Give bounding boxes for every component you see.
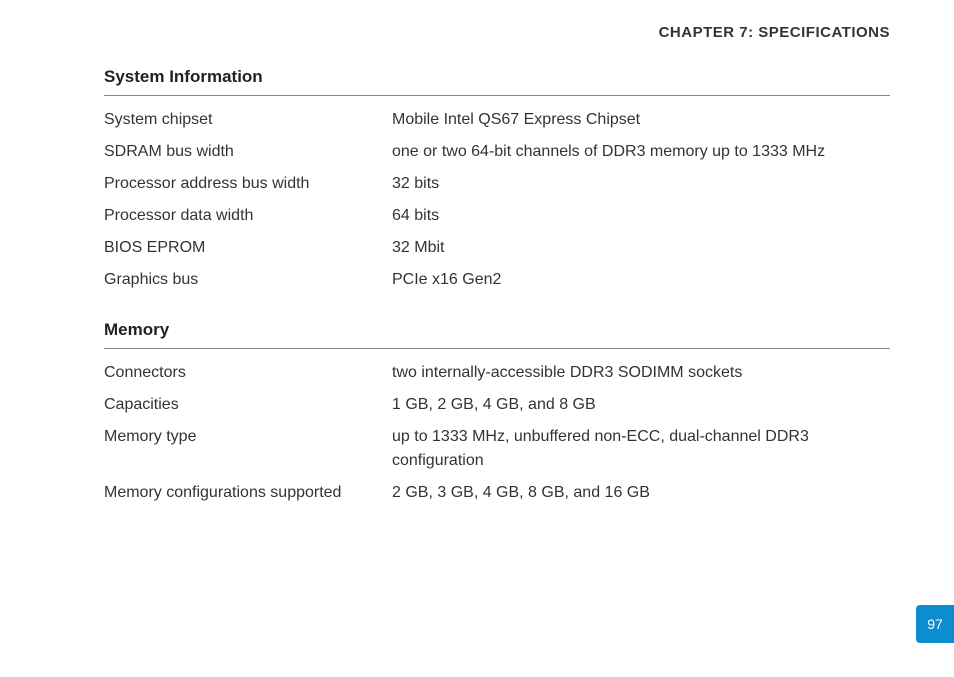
spec-table: Connectors two internally-accessible DDR… — [104, 357, 890, 509]
spec-table: System chipset Mobile Intel QS67 Express… — [104, 104, 890, 296]
section-memory: Memory Connectors two internally-accessi… — [104, 320, 890, 509]
spec-label: Connectors — [104, 361, 392, 385]
spec-row: Memory configurations supported 2 GB, 3 … — [104, 477, 890, 509]
spec-row: Graphics bus PCIe x16 Gen2 — [104, 264, 890, 296]
spec-label: Graphics bus — [104, 268, 392, 292]
spec-label: SDRAM bus width — [104, 140, 392, 164]
spec-row: Capacities 1 GB, 2 GB, 4 GB, and 8 GB — [104, 389, 890, 421]
spec-value: one or two 64-bit channels of DDR3 memor… — [392, 140, 890, 164]
spec-value: 64 bits — [392, 204, 890, 228]
section-system-information: System Information System chipset Mobile… — [104, 67, 890, 296]
section-title: Memory — [104, 320, 890, 349]
spec-value: 2 GB, 3 GB, 4 GB, 8 GB, and 16 GB — [392, 481, 890, 505]
spec-value: PCIe x16 Gen2 — [392, 268, 890, 292]
spec-value: 32 Mbit — [392, 236, 890, 260]
spec-label: BIOS EPROM — [104, 236, 392, 260]
spec-row: System chipset Mobile Intel QS67 Express… — [104, 104, 890, 136]
spec-label: System chipset — [104, 108, 392, 132]
spec-row: Processor address bus width 32 bits — [104, 168, 890, 200]
section-title: System Information — [104, 67, 890, 96]
spec-label: Memory type — [104, 425, 392, 449]
spec-value: 1 GB, 2 GB, 4 GB, and 8 GB — [392, 393, 890, 417]
spec-label: Memory configurations supported — [104, 481, 392, 505]
spec-value: two internally-accessible DDR3 SODIMM so… — [392, 361, 890, 385]
spec-row: Processor data width 64 bits — [104, 200, 890, 232]
chapter-header: CHAPTER 7: SPECIFICATIONS — [104, 24, 890, 41]
spec-value: up to 1333 MHz, unbuffered non-ECC, dual… — [392, 425, 890, 473]
spec-value: 32 bits — [392, 172, 890, 196]
spec-value: Mobile Intel QS67 Express Chipset — [392, 108, 890, 132]
page-number-tab: 97 — [916, 605, 954, 643]
page-container: CHAPTER 7: SPECIFICATIONS System Informa… — [0, 0, 954, 509]
spec-row: Connectors two internally-accessible DDR… — [104, 357, 890, 389]
spec-row: Memory type up to 1333 MHz, unbuffered n… — [104, 421, 890, 477]
spec-row: BIOS EPROM 32 Mbit — [104, 232, 890, 264]
spec-label: Processor address bus width — [104, 172, 392, 196]
spec-label: Capacities — [104, 393, 392, 417]
spec-row: SDRAM bus width one or two 64-bit channe… — [104, 136, 890, 168]
spec-label: Processor data width — [104, 204, 392, 228]
